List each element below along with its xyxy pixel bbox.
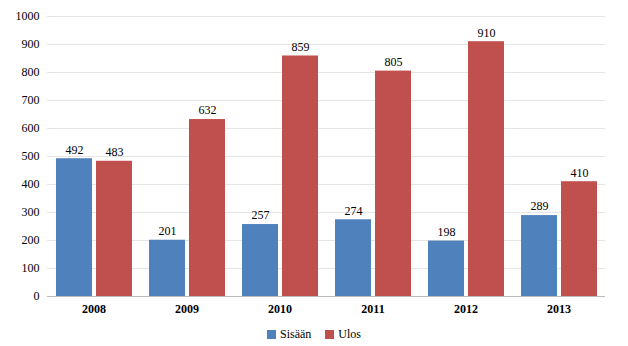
- svg-text:500: 500: [22, 149, 40, 163]
- html-text:Ulos: Ulos: [338, 326, 361, 341]
- svg-text:201: 201: [159, 224, 177, 238]
- html-text:Sisään: Sisään: [280, 326, 312, 341]
- svg-text:289: 289: [531, 199, 549, 213]
- svg-text:2008: 2008: [82, 302, 106, 316]
- svg-text:700: 700: [22, 93, 40, 107]
- svg-text:274: 274: [345, 204, 363, 218]
- svg-text:910: 910: [478, 26, 496, 40]
- svg-text:805: 805: [385, 55, 403, 69]
- svg-text:410: 410: [571, 166, 589, 180]
- svg-text:900: 900: [22, 37, 40, 51]
- svg-text:483: 483: [106, 145, 124, 159]
- svg-text:200: 200: [22, 233, 40, 247]
- svg-text:1000: 1000: [16, 9, 40, 23]
- svg-text:300: 300: [22, 205, 40, 219]
- svg-text:2011: 2011: [361, 302, 384, 316]
- svg-text:600: 600: [22, 121, 40, 135]
- svg-text:492: 492: [66, 143, 84, 157]
- svg-text:2013: 2013: [547, 302, 571, 316]
- svg-text:2010: 2010: [268, 302, 292, 316]
- svg-text:2009: 2009: [175, 302, 199, 316]
- svg-text:2012: 2012: [454, 302, 478, 316]
- svg-text:632: 632: [199, 103, 217, 117]
- svg-text:800: 800: [22, 65, 40, 79]
- svg-text:198: 198: [438, 225, 456, 239]
- svg-text:859: 859: [292, 40, 310, 54]
- svg-text:400: 400: [22, 177, 40, 191]
- svg-text:0: 0: [34, 289, 40, 303]
- svg-text:257: 257: [252, 208, 270, 222]
- svg-text:100: 100: [22, 261, 40, 275]
